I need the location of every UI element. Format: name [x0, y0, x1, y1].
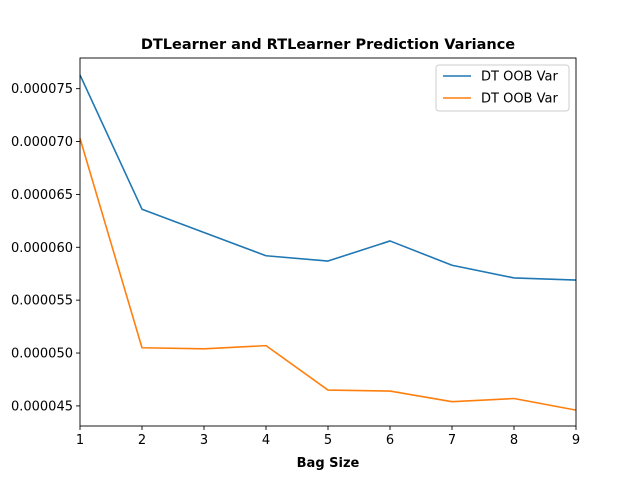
legend: DT OOB Var DT OOB Var [435, 64, 570, 112]
y-tick-label: 0.000045 [11, 399, 73, 414]
x-tick-label: 5 [324, 433, 332, 448]
y-tick-label: 0.000075 [11, 82, 73, 97]
x-tick-label: 9 [572, 433, 580, 448]
axes: 1 2 3 4 5 6 7 8 9 0.000045 0.000050 0.000055 0.00006… [11, 57, 580, 448]
y-tick-label: 0.000070 [11, 135, 73, 150]
x-axis-label: Bag Size [297, 456, 360, 471]
x-tick-label: 1 [76, 433, 84, 448]
series-line-2 [79, 138, 577, 411]
y-tick-label: 0.000065 [11, 188, 73, 203]
legend-label-1: DT OOB Var [481, 70, 558, 85]
x-tick-label: 7 [448, 433, 456, 448]
y-tick-label: 0.000050 [11, 347, 73, 362]
plot-area [79, 74, 577, 411]
chart-title: DTLearner and RTLearner Prediction Varia… [141, 37, 515, 53]
legend-label-2: DT OOB Var [481, 92, 558, 107]
x-tick-label: 4 [262, 433, 270, 448]
y-tick-label: 0.000055 [11, 294, 73, 309]
series-line-1 [79, 74, 577, 281]
x-tick-label: 6 [386, 433, 394, 448]
x-tick-label: 2 [138, 433, 146, 448]
x-tick-label: 8 [510, 433, 518, 448]
x-tick-label: 3 [200, 433, 208, 448]
y-tick-label: 0.000060 [11, 241, 73, 256]
